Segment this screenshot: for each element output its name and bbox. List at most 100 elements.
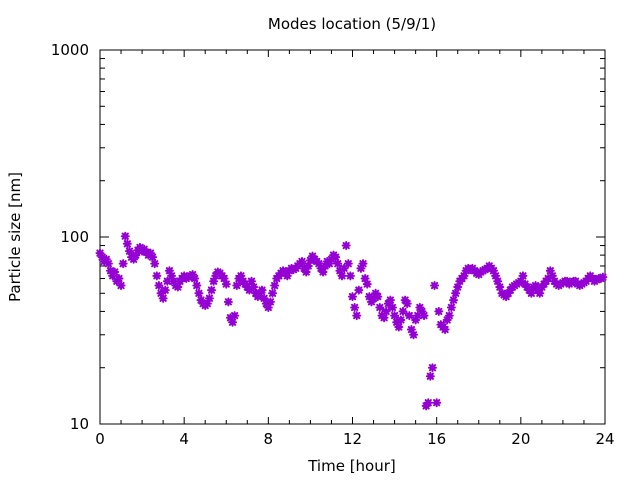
data-point bbox=[247, 276, 256, 286]
data-point bbox=[531, 281, 541, 291]
data-point bbox=[106, 266, 116, 276]
data-point bbox=[535, 288, 545, 298]
data-point bbox=[257, 285, 267, 295]
data-point bbox=[314, 259, 324, 269]
data-point bbox=[358, 259, 368, 269]
data-point bbox=[259, 293, 269, 303]
data-point bbox=[430, 281, 440, 291]
data-point bbox=[320, 261, 330, 271]
data-point bbox=[299, 263, 309, 273]
data-point bbox=[396, 315, 406, 325]
data-point bbox=[261, 299, 271, 309]
data-point bbox=[114, 273, 124, 283]
data-point bbox=[129, 254, 139, 264]
data-point bbox=[270, 281, 280, 291]
data-point bbox=[148, 252, 158, 262]
data-point bbox=[154, 281, 164, 291]
y-tick-label: 100 bbox=[60, 228, 89, 246]
data-point bbox=[150, 259, 160, 269]
data-point bbox=[209, 276, 219, 286]
data-point bbox=[230, 311, 240, 321]
data-point bbox=[425, 371, 435, 381]
data-point bbox=[364, 292, 374, 302]
data-point bbox=[526, 288, 536, 298]
data-point bbox=[202, 299, 212, 309]
data-point bbox=[400, 295, 410, 305]
data-point bbox=[263, 302, 273, 312]
data-point bbox=[305, 255, 315, 265]
data-point bbox=[375, 302, 385, 312]
data-point bbox=[331, 252, 341, 262]
x-tick-label: 20 bbox=[511, 430, 530, 448]
data-point bbox=[409, 330, 419, 340]
data-point bbox=[495, 282, 505, 292]
data-point bbox=[345, 271, 355, 281]
data-point bbox=[442, 315, 452, 325]
data-point bbox=[335, 266, 345, 276]
data-point bbox=[118, 259, 128, 269]
data-point bbox=[158, 293, 168, 303]
data-point bbox=[427, 363, 437, 373]
data-point bbox=[459, 271, 469, 281]
data-point bbox=[103, 259, 113, 269]
data-point bbox=[167, 271, 177, 281]
data-point bbox=[122, 239, 132, 249]
data-point bbox=[280, 267, 290, 277]
data-point bbox=[228, 317, 238, 327]
data-point bbox=[282, 271, 292, 281]
data-point bbox=[162, 276, 172, 286]
data-point bbox=[449, 295, 458, 305]
data-point bbox=[516, 276, 526, 286]
data-point bbox=[352, 311, 362, 321]
data-point bbox=[146, 248, 155, 258]
data-point bbox=[160, 285, 170, 295]
data-point bbox=[444, 311, 454, 321]
data-point bbox=[545, 266, 555, 276]
data-point bbox=[379, 313, 389, 323]
data-point bbox=[350, 302, 360, 312]
data-point bbox=[188, 270, 198, 280]
data-point bbox=[362, 279, 372, 289]
data-point bbox=[232, 281, 242, 291]
data-point bbox=[301, 267, 311, 277]
data-point bbox=[268, 288, 278, 298]
data-point bbox=[413, 311, 423, 321]
data-point bbox=[244, 285, 254, 295]
data-point bbox=[440, 325, 450, 335]
data-point bbox=[493, 276, 503, 286]
data-point bbox=[387, 302, 397, 312]
data-point bbox=[221, 279, 231, 289]
data-point bbox=[303, 261, 313, 271]
data-point bbox=[116, 281, 126, 291]
data-point bbox=[518, 271, 528, 281]
data-point bbox=[326, 254, 336, 264]
x-tick-label: 8 bbox=[264, 430, 274, 448]
data-point bbox=[348, 292, 357, 302]
data-point bbox=[491, 271, 501, 281]
data-point bbox=[211, 271, 221, 281]
data-point bbox=[223, 297, 233, 307]
data-point bbox=[219, 273, 229, 283]
data-point bbox=[423, 398, 433, 408]
data-point bbox=[598, 272, 608, 282]
data-point bbox=[225, 313, 235, 323]
data-point bbox=[249, 282, 259, 292]
data-point bbox=[97, 252, 107, 262]
x-tick-label: 16 bbox=[427, 430, 446, 448]
data-point bbox=[406, 325, 416, 335]
data-point bbox=[318, 267, 328, 277]
data-point bbox=[194, 288, 204, 298]
data-points bbox=[95, 231, 608, 411]
data-point bbox=[385, 295, 395, 305]
chart-title: Modes location (5/9/1) bbox=[268, 15, 436, 33]
y-tick-label: 10 bbox=[70, 415, 89, 433]
data-point bbox=[373, 292, 383, 302]
data-point bbox=[341, 241, 351, 251]
data-point bbox=[392, 317, 402, 327]
data-point bbox=[337, 271, 347, 281]
data-point bbox=[164, 266, 174, 276]
data-point bbox=[265, 297, 275, 307]
data-point bbox=[135, 242, 145, 252]
plot-area-frame bbox=[99, 49, 606, 425]
